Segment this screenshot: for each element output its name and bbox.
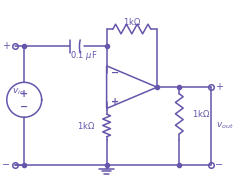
Text: +: +	[215, 82, 223, 92]
Text: 1k$\Omega$: 1k$\Omega$	[123, 16, 141, 27]
Text: +: +	[2, 41, 10, 51]
Text: 0.1 $\mu$F: 0.1 $\mu$F	[70, 49, 97, 62]
Text: −: −	[2, 160, 10, 170]
Text: 1k$\Omega$: 1k$\Omega$	[77, 120, 95, 131]
Text: −: −	[111, 68, 120, 78]
Text: +: +	[20, 89, 28, 99]
Text: 1k$\Omega$: 1k$\Omega$	[192, 108, 210, 119]
Text: −: −	[215, 160, 223, 170]
Text: $v_{out}$: $v_{out}$	[216, 121, 234, 131]
Text: −: −	[20, 101, 28, 111]
Text: +: +	[111, 97, 120, 107]
Text: $v_{in}$: $v_{in}$	[12, 87, 24, 97]
